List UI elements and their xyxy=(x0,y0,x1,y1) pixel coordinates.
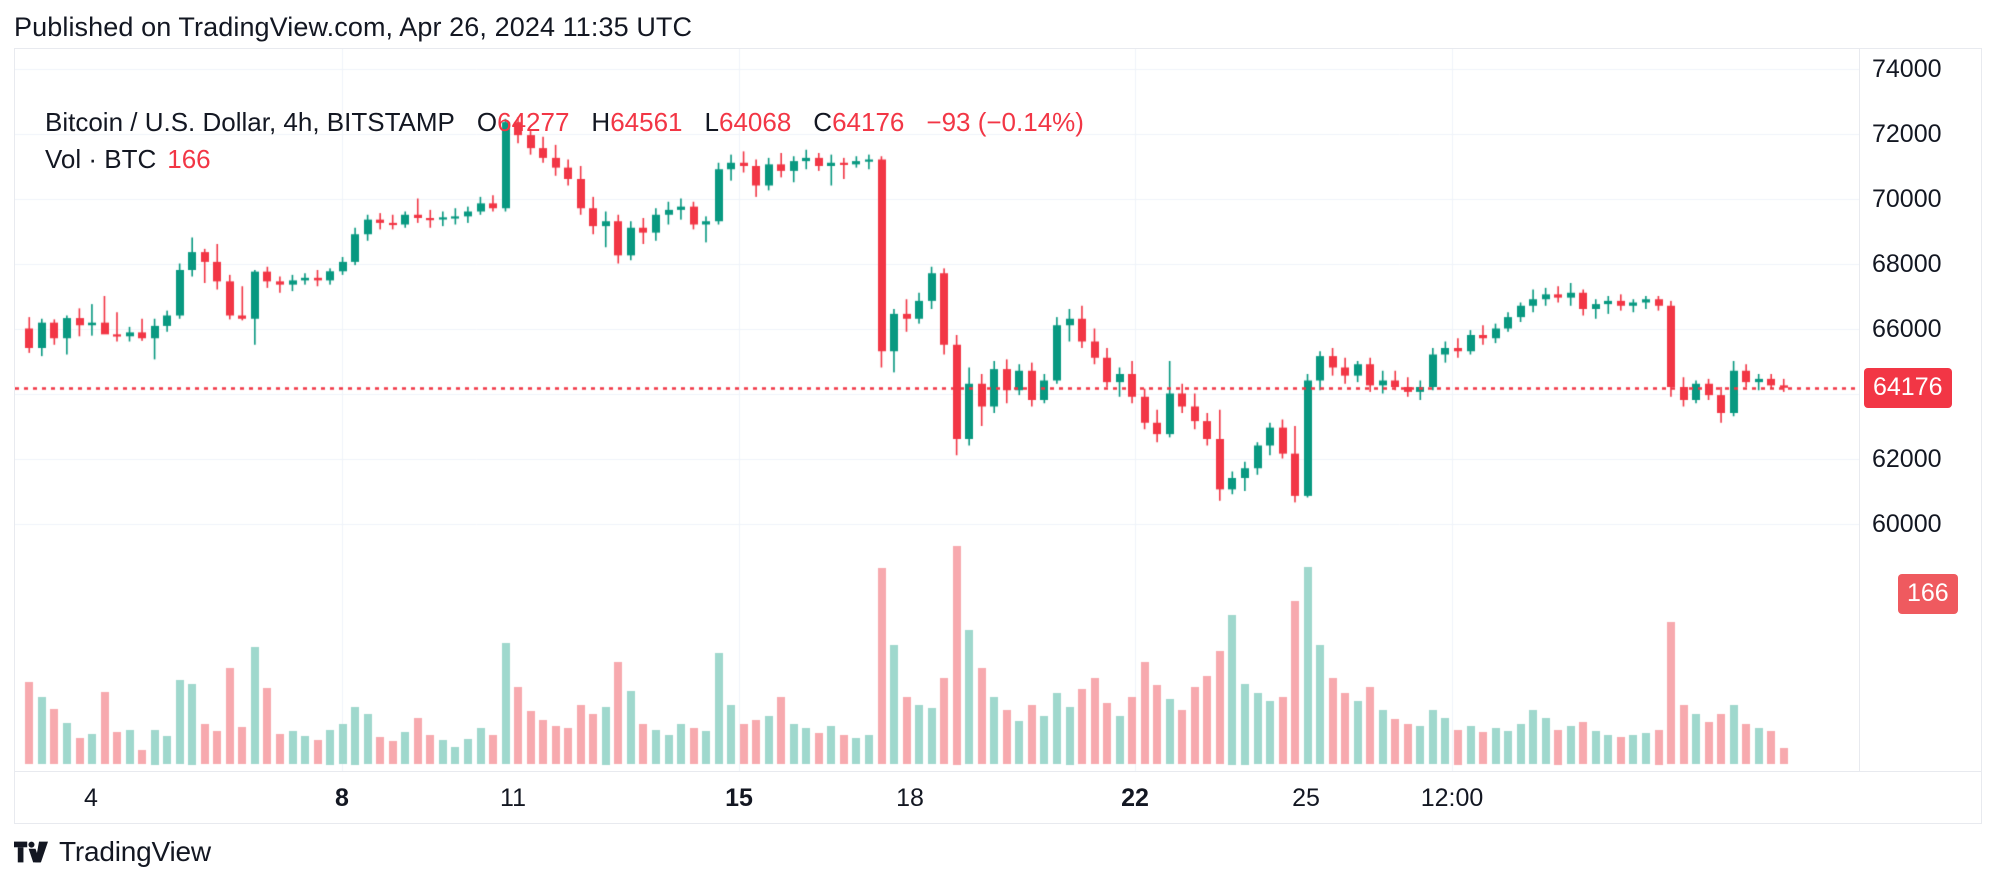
price-axis-tick: 62000 xyxy=(1872,444,1942,473)
time-axis-tick: 25 xyxy=(1292,784,1320,812)
time-axis-tick: 15 xyxy=(725,784,753,812)
tradingview-wordmark: TradingView xyxy=(59,836,211,867)
time-axis-tick: 18 xyxy=(896,784,924,812)
price-axis-tick: 72000 xyxy=(1872,119,1942,148)
time-axis-tick: 22 xyxy=(1121,784,1149,812)
time-axis-tick: 4 xyxy=(84,784,98,812)
chart-pane[interactable] xyxy=(15,49,1861,771)
tradingview-footer: TradingView xyxy=(14,838,211,866)
price-axis-tick: 60000 xyxy=(1872,509,1942,538)
time-axis-tick: 11 xyxy=(500,784,526,812)
price-axis-tick: 74000 xyxy=(1872,54,1942,83)
published-caption: Published on TradingView.com, Apr 26, 20… xyxy=(14,12,693,42)
price-axis-tick: 66000 xyxy=(1872,314,1942,343)
last-price-badge[interactable]: 64176 xyxy=(1864,367,1952,408)
price-axis-tick: 68000 xyxy=(1872,249,1942,278)
tradingview-logo-icon xyxy=(14,841,48,863)
time-axis[interactable]: 4 8 11 15 18 22 25 12:00 xyxy=(14,772,1982,824)
candlestick-canvas[interactable] xyxy=(15,49,1861,771)
chart-frame: 74000 72000 70000 68000 66000 62000 60000 64176… xyxy=(14,48,1982,772)
volume-badge[interactable]: 166 xyxy=(1898,574,1958,614)
price-axis-tick: 70000 xyxy=(1872,184,1942,213)
time-axis-tick: 8 xyxy=(335,784,349,812)
time-axis-tick: 12:00 xyxy=(1420,784,1484,812)
price-axis[interactable]: 74000 72000 70000 68000 66000 62000 60000 64176… xyxy=(1859,49,1981,771)
